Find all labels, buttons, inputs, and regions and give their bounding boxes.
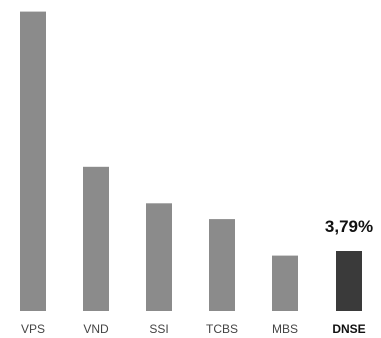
bar-mbs [272,255,298,311]
annotation-layer: 3,79% [325,217,373,236]
x-tick-label-tcbs: TCBS [206,322,238,336]
x-tick-label-mbs: MBS [272,322,298,336]
bars-layer [20,11,362,311]
x-tick-label-ssi: SSI [149,322,168,336]
x-tick-label-vps: VPS [21,322,45,336]
bar-ssi [146,203,172,311]
data-label-dnse: 3,79% [325,217,373,236]
bar-dnse [336,251,362,311]
bar-vnd [83,166,109,311]
x-tick-label-dnse: DNSE [332,322,365,336]
bar-tcbs [209,219,235,311]
x-tick-label-vnd: VND [83,322,109,336]
category-labels-layer: VPS VND SSI TCBS MBS DNSE [21,322,366,336]
bar-vps [20,11,46,311]
